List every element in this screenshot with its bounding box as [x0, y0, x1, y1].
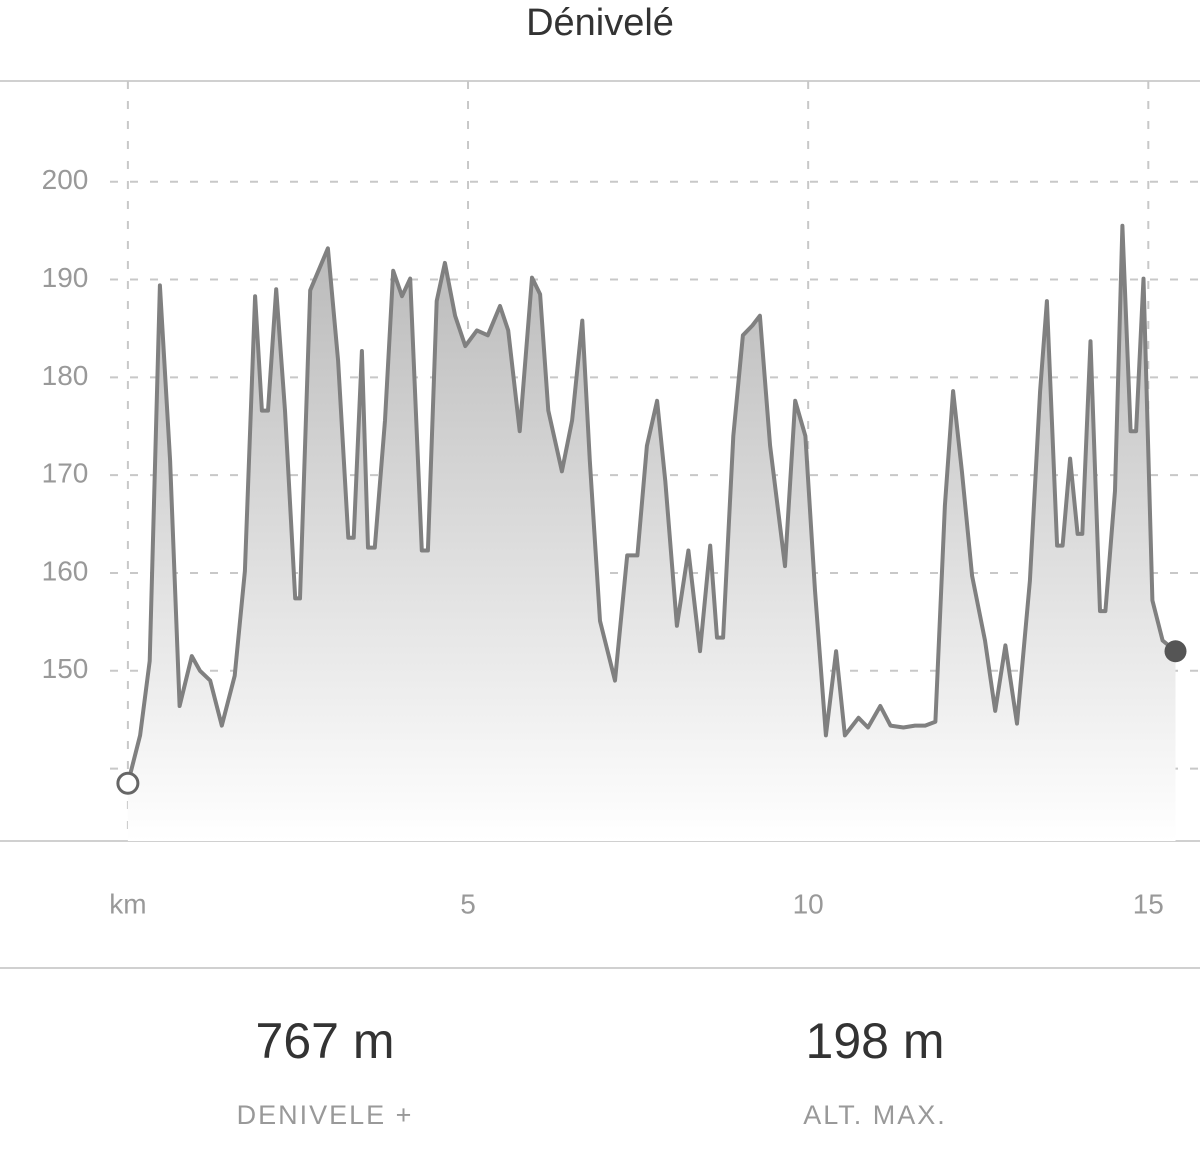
title: Dénivelé — [526, 2, 674, 44]
x-tick-label: 15 — [1133, 888, 1164, 919]
y-tick-label: 180 — [42, 360, 89, 391]
x-tick-label: 10 — [793, 888, 824, 919]
stat-value: 767 m — [256, 1013, 395, 1069]
end-marker — [1164, 640, 1187, 663]
start-marker — [116, 771, 140, 795]
stat-label: ALT. MAX. — [803, 1100, 947, 1130]
y-tick-label: 160 — [42, 555, 89, 586]
y-tick-label: 200 — [42, 164, 89, 195]
stat-value: 198 m — [806, 1013, 945, 1069]
x-tick-label: 5 — [460, 888, 476, 919]
elevation-area — [127, 225, 1176, 842]
y-tick-label: 170 — [42, 458, 89, 489]
x-tick-label: km — [109, 888, 146, 919]
stat-label: DENIVELE + — [237, 1100, 414, 1130]
elevation-line — [125, 223, 1177, 784]
y-tick-label: 150 — [42, 653, 89, 684]
y-tick-label: 190 — [42, 262, 89, 293]
